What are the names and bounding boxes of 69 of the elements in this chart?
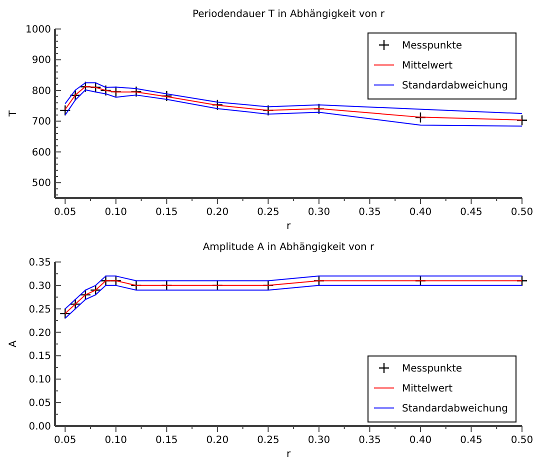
point [70, 90, 81, 101]
x-tick-label: 0.05 [54, 435, 76, 446]
chart-title: Periodendauer T in Abhängigkeit von r [192, 9, 386, 20]
point [100, 275, 112, 286]
point [212, 99, 224, 110]
text: 0.30 [308, 435, 330, 446]
y-tick-label: 0.05 [28, 398, 51, 410]
point [516, 275, 528, 286]
text: 0.40 [409, 207, 432, 218]
text: 0.10 [104, 435, 128, 446]
x-tick-label: 0.15 [156, 435, 178, 446]
line-series [64, 276, 522, 310]
text: 0.30 [28, 280, 51, 292]
point [80, 81, 92, 92]
x-tick-label: 0.35 [358, 207, 381, 218]
point [90, 82, 102, 93]
point [130, 86, 142, 98]
y-tick-label: 600 [32, 147, 51, 158]
text: 0.10 [104, 207, 128, 218]
y-tick-label: 1000 [26, 24, 51, 36]
legend-label: Messpunkte [402, 40, 462, 52]
legend-label: Standardabweichung [402, 80, 508, 92]
text: 0.10 [28, 374, 51, 386]
y-tick-label: 500 [32, 178, 51, 190]
chart-title: Amplitude A in Abhängigkeit von r [202, 242, 376, 253]
text: 0.30 [308, 207, 330, 218]
text: 0.20 [206, 435, 229, 446]
text: 0.20 [206, 207, 229, 218]
point [100, 84, 112, 96]
y-axis-title: T [8, 110, 19, 118]
point [313, 275, 325, 286]
y-tick-label: 0.35 [28, 258, 51, 268]
point [110, 275, 122, 286]
point [414, 275, 426, 286]
x-tick-label: 0.25 [257, 435, 280, 446]
legend-label: Messpunkte [402, 364, 462, 374]
y-tick-label: 0.15 [28, 351, 51, 362]
x-tick-label: 0.15 [156, 207, 178, 218]
x-tick-label: 0.45 [460, 207, 482, 218]
y-tick-label: 700 [32, 116, 51, 128]
x-tick-label: 0.35 [358, 435, 381, 446]
x-tick-label: 0.05 [54, 207, 76, 218]
y-tick-label: 800 [32, 86, 51, 97]
line-series [64, 280, 522, 314]
text: 0.50 [510, 435, 534, 446]
text: 0.20 [28, 328, 51, 339]
legend-label: Standardabweichung [402, 404, 508, 414]
point [110, 86, 122, 98]
y-tick-label: 0.25 [28, 304, 51, 316]
x-tick-label: 0.45 [460, 435, 482, 446]
x-axis-title: r [286, 221, 292, 232]
x-tick-label: 0.25 [257, 207, 280, 218]
y-axis-title: A [8, 340, 19, 348]
point [70, 298, 81, 310]
line-series [64, 284, 522, 319]
x-axis-title: r [286, 449, 292, 457]
text: 0.50 [510, 207, 534, 218]
legend-label: Mittelwert [402, 384, 453, 394]
text: 0.40 [409, 435, 432, 446]
text: 0.00 [28, 422, 51, 432]
point [516, 114, 528, 126]
point [90, 284, 102, 296]
point [60, 308, 71, 320]
line-series [64, 89, 522, 127]
line-series [64, 82, 522, 114]
y-tick-label: 900 [32, 55, 51, 66]
legend-label: Mittelwert [402, 60, 453, 72]
point [60, 104, 71, 116]
point [80, 289, 92, 300]
